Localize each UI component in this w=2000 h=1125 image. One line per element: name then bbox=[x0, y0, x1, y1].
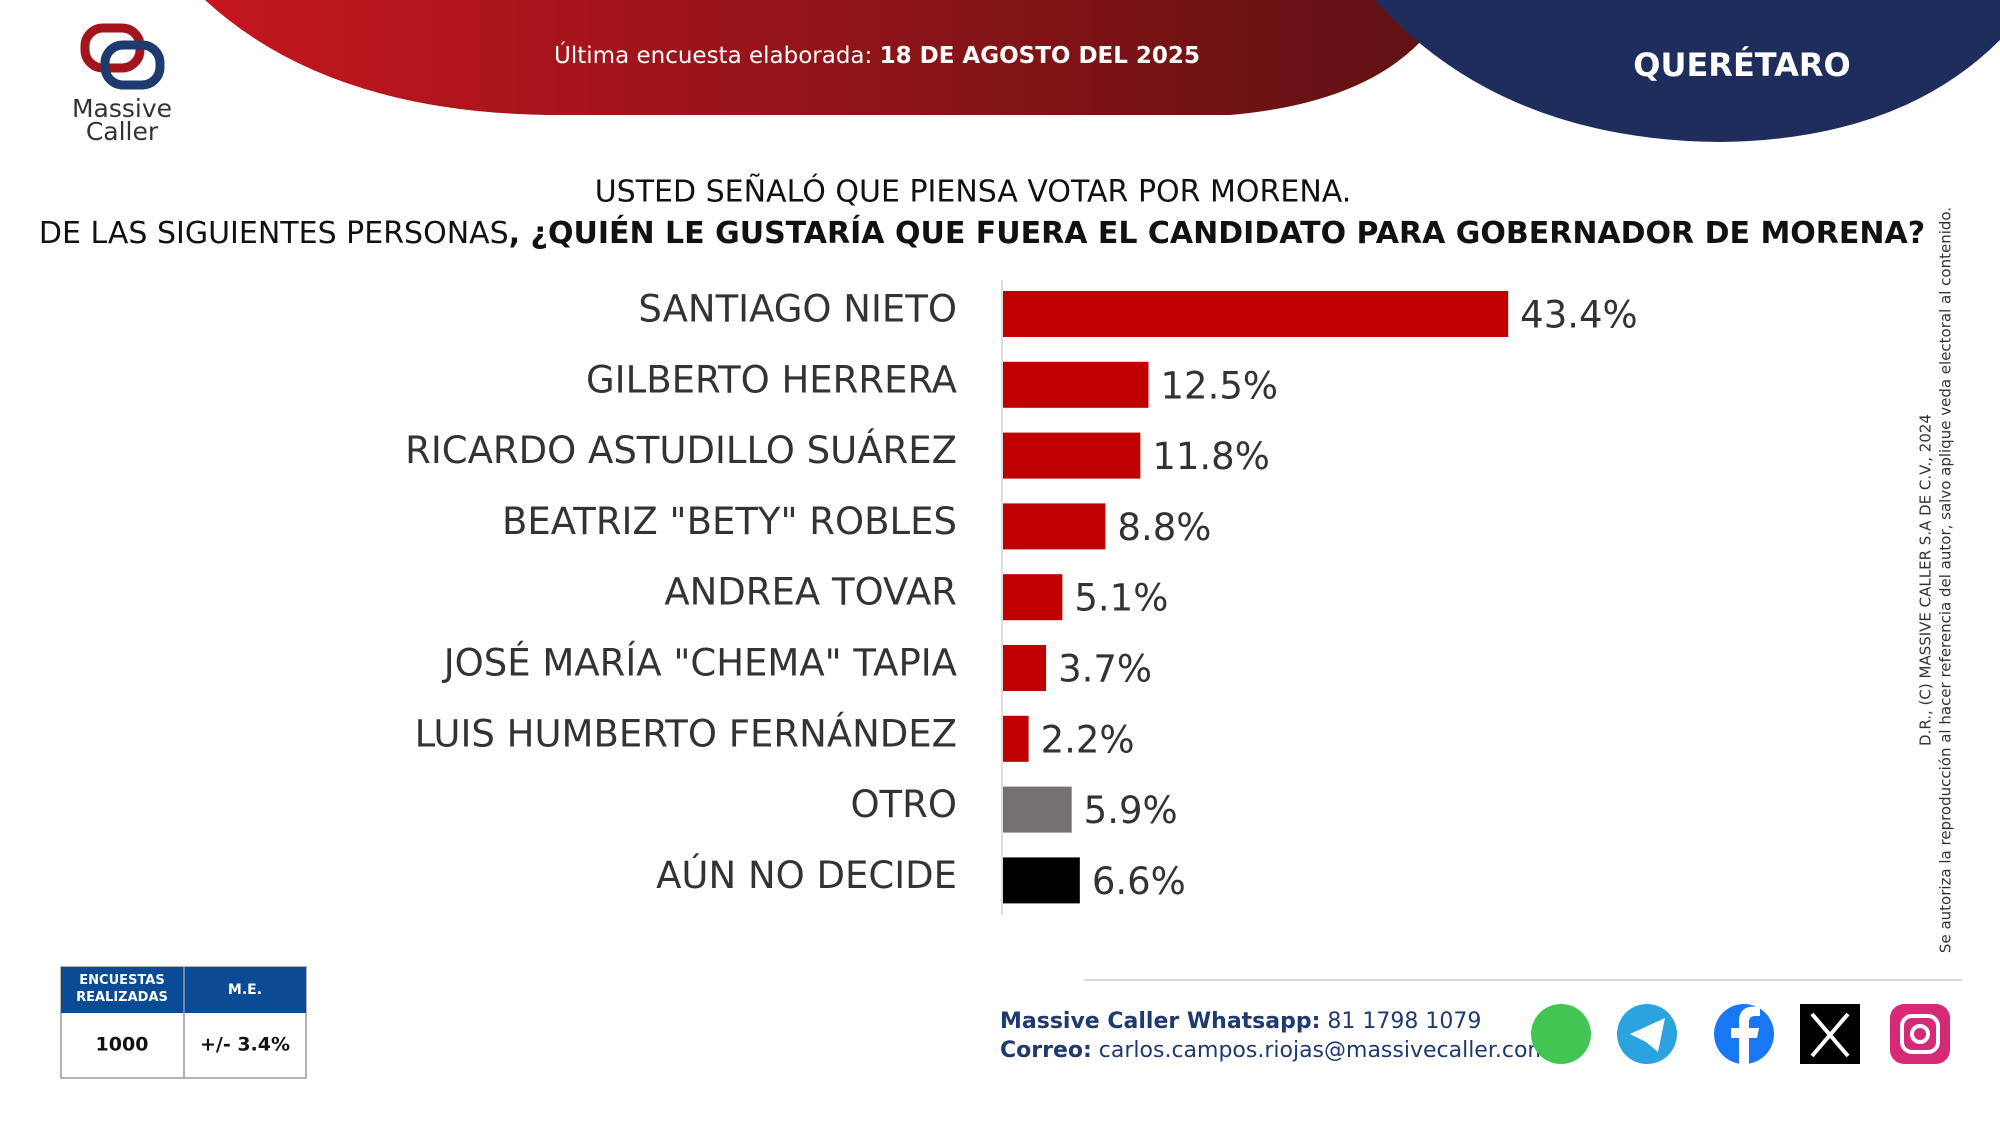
question-part: DE LAS SIGUIENTES PERSONAS bbox=[39, 216, 509, 251]
bar bbox=[1003, 291, 1509, 337]
header-band bbox=[205, 0, 1450, 115]
state-band bbox=[1375, 0, 2000, 142]
value-label: 2.2% bbox=[1041, 718, 1135, 761]
survey-date: Última encuesta elaborada: 18 DE AGOSTO … bbox=[554, 41, 1200, 69]
value-label: 5.9% bbox=[1084, 789, 1178, 832]
category-label: JOSÉ MARÍA "CHEMA" TAPIA bbox=[442, 641, 957, 685]
category-label: SANTIAGO NIETO bbox=[638, 288, 957, 331]
whatsapp: Massive Caller Whatsapp: 81 1798 1079 bbox=[1000, 1009, 1481, 1034]
category-label: GILBERTO HERRERA bbox=[586, 358, 957, 401]
table-header: M.E. bbox=[228, 982, 262, 998]
value-label: 43.4% bbox=[1520, 294, 1638, 337]
whatsapp-icon[interactable] bbox=[1531, 1004, 1591, 1064]
copyright: Se autoriza la reproducción al hacer ref… bbox=[1937, 207, 1955, 953]
value-label: 6.6% bbox=[1092, 860, 1186, 903]
logo-text: Caller bbox=[86, 117, 159, 146]
value-label: 12.5% bbox=[1161, 364, 1279, 407]
category-label: ANDREA TOVAR bbox=[664, 571, 957, 614]
logo: Massive Caller bbox=[72, 23, 172, 146]
copyright: D.R., (C) MASSIVE CALLER S.A DE C.V., 20… bbox=[1917, 414, 1935, 746]
category-label: LUIS HUMBERTO FERNÁNDEZ bbox=[415, 711, 957, 755]
survey-label: Última encuesta elaborada: bbox=[554, 41, 872, 69]
bar bbox=[1003, 574, 1063, 621]
bar bbox=[1003, 645, 1047, 691]
social-icons bbox=[1531, 1004, 1950, 1064]
bar bbox=[1003, 786, 1072, 833]
category-label: RICARDO ASTUDILLO SUÁREZ bbox=[405, 428, 957, 472]
table-cell: 1000 bbox=[96, 1034, 149, 1056]
email-address: carlos.campos.riojas@massivecaller.com bbox=[1099, 1038, 1549, 1063]
value-label: 5.1% bbox=[1074, 577, 1168, 620]
survey-date-value: 18 DE AGOSTO DEL 2025 bbox=[880, 43, 1200, 69]
value-label: 11.8% bbox=[1152, 435, 1270, 478]
state: QUERÉTARO bbox=[1633, 46, 1851, 84]
bar bbox=[1003, 503, 1106, 550]
bar-chart: SANTIAGO NIETO 43.4% GILBERTO HERRERA 12.5%… bbox=[405, 288, 1638, 904]
logo-text: Massive bbox=[72, 94, 172, 123]
category-label: OTRO bbox=[850, 783, 957, 826]
category-label: AÚN NO DECIDE bbox=[656, 853, 957, 897]
value-label: 3.7% bbox=[1058, 648, 1152, 691]
instagram-icon[interactable] bbox=[1890, 1004, 1950, 1064]
email: Correo: carlos.campos.riojas@massivecall… bbox=[1000, 1038, 1549, 1063]
table-header: ENCUESTAS REALIZADAS bbox=[76, 973, 168, 1005]
whatsapp-number: 81 1798 1079 bbox=[1327, 1009, 1481, 1034]
sample-table: ENCUESTAS REALIZADAS M.E. 1000 +/- 3.4% bbox=[60, 966, 307, 1079]
bar bbox=[1003, 361, 1149, 408]
category-label: BEATRIZ "BETY" ROBLES bbox=[502, 500, 957, 543]
bar bbox=[1003, 857, 1080, 904]
value-label: 8.8% bbox=[1117, 506, 1211, 549]
question: DE LAS SIGUIENTES PERSONAS, ¿QUIÉN LE GU… bbox=[39, 215, 1925, 251]
question: USTED SEÑALÓ QUE PIENSA VOTAR POR MORENA… bbox=[595, 173, 1352, 210]
email-label: Correo: bbox=[1000, 1038, 1092, 1063]
table-cell: +/- 3.4% bbox=[200, 1034, 290, 1056]
question-part: , ¿QUIÉN LE GUSTARÍA QUE FUERA EL CANDID… bbox=[509, 215, 1925, 251]
bar bbox=[1003, 432, 1141, 479]
bar bbox=[1003, 715, 1029, 762]
whatsapp-label: Massive Caller Whatsapp: bbox=[1000, 1009, 1320, 1034]
